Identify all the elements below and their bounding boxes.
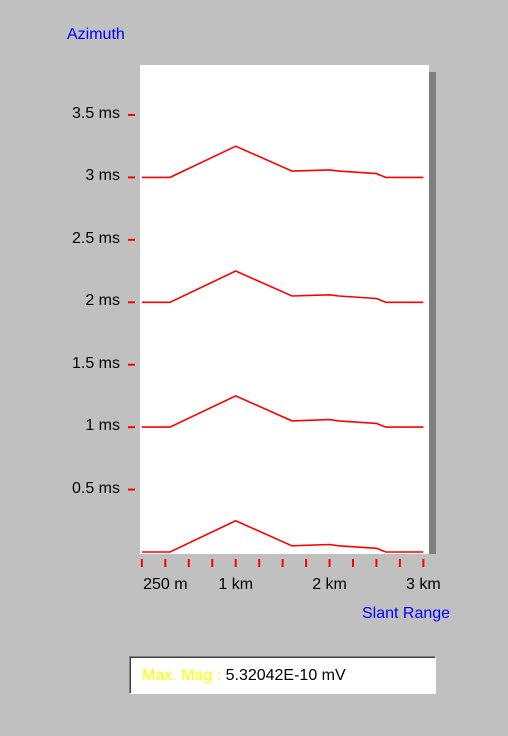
y-tick-label: 2 ms <box>85 292 120 310</box>
x-tick-label: 250 m <box>143 576 188 593</box>
max-magnitude-value: 5.32042E-10 mV <box>225 667 346 684</box>
max-magnitude-readout: Max. Mag : 5.32042E-10 mV <box>129 656 436 694</box>
y-tick-label: 3 ms <box>85 167 120 185</box>
plot-area <box>140 65 429 554</box>
y-tick-label: 1.5 ms <box>71 354 120 372</box>
y-tick-label: 3.5 ms <box>71 104 120 122</box>
x-axis-title: Slant Range <box>362 605 451 622</box>
y-tick-label: 2.5 ms <box>71 229 120 247</box>
y-axis-title: Azimuth <box>67 26 125 43</box>
y-tick-label: 1 ms <box>85 417 120 435</box>
y-ticks <box>128 113 135 491</box>
trace-line-2 <box>141 395 424 428</box>
trace-line-4 <box>141 145 424 179</box>
x-tick-label: 1 km <box>218 576 254 593</box>
y-tick-label: 0.5 ms <box>71 479 120 497</box>
traces <box>141 145 424 553</box>
max-magnitude-label: Max. Mag : <box>142 667 222 684</box>
trace-line-3 <box>141 270 424 304</box>
x-tick-label: 2 km <box>312 576 347 593</box>
trace-line-1 <box>141 519 424 553</box>
x-tick-label: 3 km <box>406 576 441 593</box>
x-ticks <box>140 559 425 567</box>
